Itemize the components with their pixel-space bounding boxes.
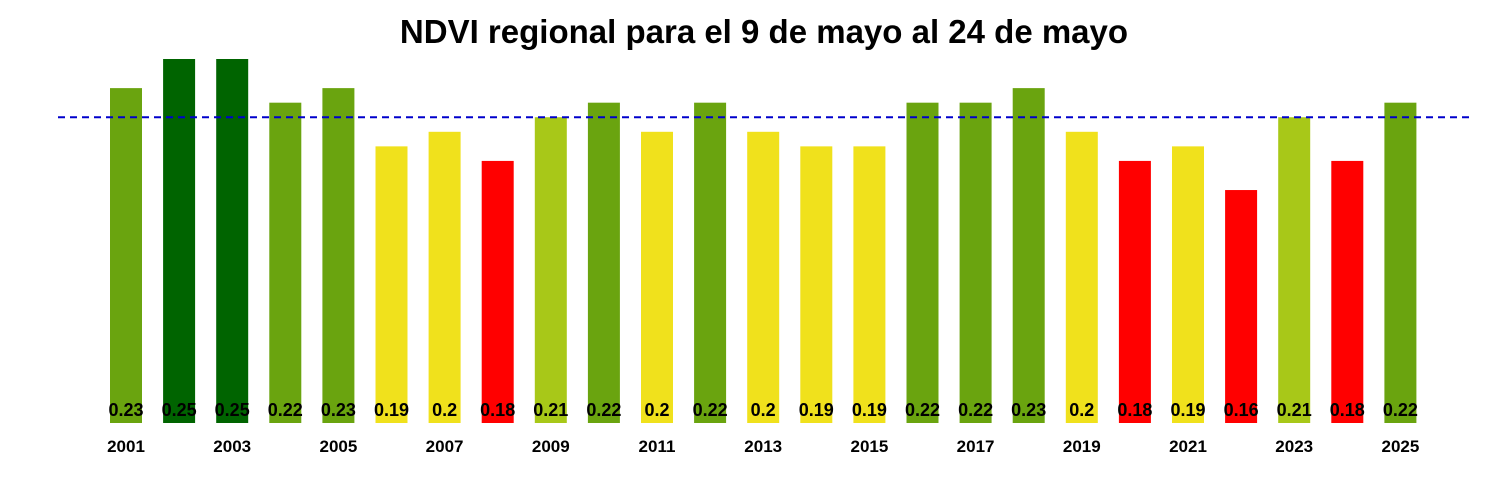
- bar-2024: [1331, 160, 1364, 424]
- bar-2010: [587, 102, 620, 424]
- tick-label-2021: 2021: [1169, 437, 1207, 456]
- tick-label-2003: 2003: [213, 437, 251, 456]
- bar-2012: [694, 102, 727, 424]
- value-label-2012: 0.22: [693, 400, 728, 420]
- value-label-2024: 0.18: [1330, 400, 1365, 420]
- chart-title: NDVI regional para el 9 de mayo al 24 de…: [400, 13, 1128, 50]
- tick-label-2007: 2007: [426, 437, 464, 456]
- value-label-2020: 0.18: [1117, 400, 1152, 420]
- tick-label-2019: 2019: [1063, 437, 1101, 456]
- tick-label-2023: 2023: [1275, 437, 1313, 456]
- bar-2016: [906, 102, 939, 424]
- value-label-2018: 0.23: [1011, 400, 1046, 420]
- tick-label-2013: 2013: [744, 437, 782, 456]
- value-label-2017: 0.22: [958, 400, 993, 420]
- value-label-2025: 0.22: [1383, 400, 1418, 420]
- value-label-2006: 0.19: [374, 400, 409, 420]
- bar-2022: [1225, 190, 1258, 423]
- value-label-2002: 0.25: [162, 400, 197, 420]
- bar-2002: [163, 59, 196, 423]
- bar-2001: [110, 88, 142, 424]
- tick-label-2001: 2001: [107, 437, 145, 456]
- bar-2021: [1172, 146, 1204, 424]
- bar-2018: [1012, 88, 1045, 424]
- value-label-2013: 0.2: [751, 400, 776, 420]
- tick-label-2009: 2009: [532, 437, 570, 456]
- value-label-2021: 0.19: [1170, 400, 1205, 420]
- bar-2025: [1384, 102, 1417, 424]
- bar-2009: [534, 117, 567, 424]
- tick-label-2005: 2005: [319, 437, 357, 456]
- bar-2006: [375, 146, 408, 424]
- value-label-2008: 0.18: [480, 400, 515, 420]
- value-label-2007: 0.2: [432, 400, 457, 420]
- bar-2017: [959, 102, 992, 424]
- value-label-2001: 0.23: [108, 400, 143, 420]
- bar-2019: [1065, 131, 1098, 424]
- value-label-2010: 0.22: [586, 400, 621, 420]
- bar-2007: [428, 131, 461, 424]
- bar-2004: [269, 102, 302, 424]
- value-label-2015: 0.19: [852, 400, 887, 420]
- value-label-2003: 0.25: [215, 400, 250, 420]
- bar-2011: [641, 131, 673, 424]
- value-label-2014: 0.19: [799, 400, 834, 420]
- bar-2015: [853, 146, 886, 424]
- bar-2008: [481, 160, 514, 424]
- bar-2003: [216, 59, 249, 423]
- bar-2014: [800, 146, 833, 424]
- bar-2013: [747, 131, 780, 424]
- bar-2023: [1278, 117, 1311, 424]
- value-label-2005: 0.23: [321, 400, 356, 420]
- value-label-2022: 0.16: [1224, 400, 1259, 420]
- value-label-2023: 0.21: [1277, 400, 1312, 420]
- value-label-2016: 0.22: [905, 400, 940, 420]
- value-label-2004: 0.22: [268, 400, 303, 420]
- tick-label-2017: 2017: [957, 437, 995, 456]
- value-labels-group: 0.23 0.25 0.25 0.22 0.23 0.19 0.2 0.18 0.21 0.22 0…: [108, 400, 1417, 420]
- bars-group: [110, 59, 1417, 424]
- bar-2005: [322, 88, 355, 424]
- tick-label-2011: 2011: [639, 437, 676, 456]
- x-axis-tick-labels: 2001 2003 2005 2007 2009 2011 2013 2015 2017 2019…: [107, 437, 1419, 456]
- value-label-2011: 0.2: [644, 400, 669, 420]
- bar-2020: [1118, 160, 1151, 424]
- value-label-2019: 0.2: [1069, 400, 1094, 420]
- tick-label-2015: 2015: [850, 437, 888, 456]
- value-label-2009: 0.21: [533, 400, 568, 420]
- tick-label-2025: 2025: [1381, 437, 1419, 456]
